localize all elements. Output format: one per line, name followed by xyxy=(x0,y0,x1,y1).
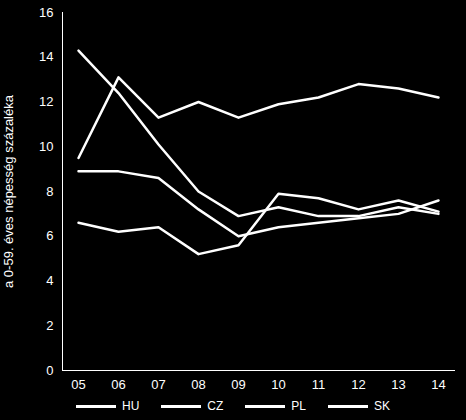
svg-text:13: 13 xyxy=(391,377,405,392)
svg-text:6: 6 xyxy=(46,228,53,243)
svg-text:07: 07 xyxy=(151,377,165,392)
svg-text:05: 05 xyxy=(71,377,85,392)
svg-text:0: 0 xyxy=(46,363,53,378)
svg-text:12: 12 xyxy=(351,377,365,392)
svg-text:2: 2 xyxy=(46,318,53,333)
html-text:HU: HU xyxy=(122,399,140,413)
html-text:SK: SK xyxy=(374,399,390,413)
svg-text:8: 8 xyxy=(46,184,53,199)
svg-text:10: 10 xyxy=(39,139,53,154)
svg-text:12: 12 xyxy=(39,94,53,109)
svg-text:4: 4 xyxy=(46,273,53,288)
svg-text:a 0-59. éves népesség százalék: a 0-59. éves népesség százaléka xyxy=(1,94,16,288)
svg-text:16: 16 xyxy=(39,5,53,20)
svg-text:14: 14 xyxy=(39,49,53,64)
svg-text:08: 08 xyxy=(191,377,205,392)
html-text:PL: PL xyxy=(291,399,306,413)
svg-text:11: 11 xyxy=(312,377,326,392)
html-text:CZ: CZ xyxy=(207,399,224,413)
svg-text:06: 06 xyxy=(111,377,125,392)
svg-text:10: 10 xyxy=(271,377,285,392)
svg-text:09: 09 xyxy=(231,377,245,392)
svg-text:14: 14 xyxy=(431,377,445,392)
